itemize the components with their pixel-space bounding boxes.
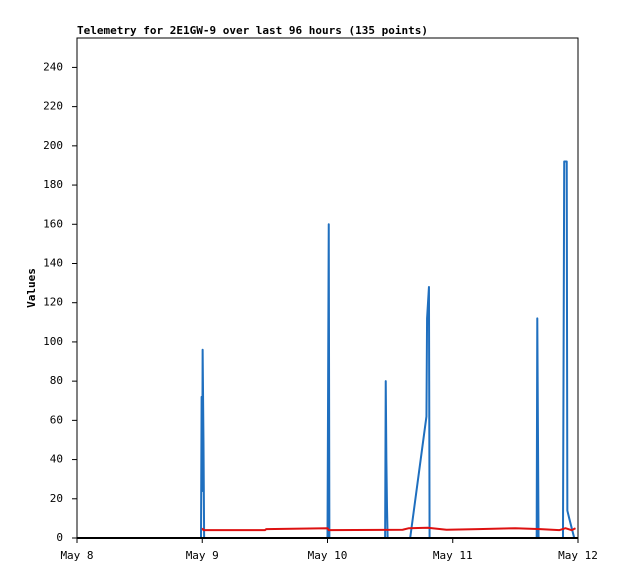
y-tick-label: 80 [50, 374, 63, 387]
y-tick-label: 60 [50, 413, 63, 426]
y-tick-label: 180 [43, 178, 63, 191]
y-tick-label: 240 [43, 60, 63, 73]
x-tick-label: May 12 [558, 549, 598, 562]
y-tick-label: 20 [50, 492, 63, 505]
data-line [201, 526, 576, 532]
y-tick-label: 140 [43, 256, 63, 269]
y-axis-label: Values [25, 268, 38, 308]
x-tick-label: May 9 [186, 549, 219, 562]
y-tick-label: 200 [43, 139, 63, 152]
y-tick-label: 0 [56, 531, 63, 544]
chart-title: Telemetry for 2E1GW-9 over last 96 hours… [77, 24, 428, 37]
x-tick-label: May 8 [60, 549, 93, 562]
x-tick-label: May 10 [308, 549, 348, 562]
y-tick-label: 40 [50, 453, 63, 466]
y-tick-label: 100 [43, 335, 63, 348]
y-tick-label: 160 [43, 217, 63, 230]
y-tick-label: 120 [43, 296, 63, 309]
x-tick-label: May 11 [433, 549, 473, 562]
y-tick-label: 220 [43, 100, 63, 113]
